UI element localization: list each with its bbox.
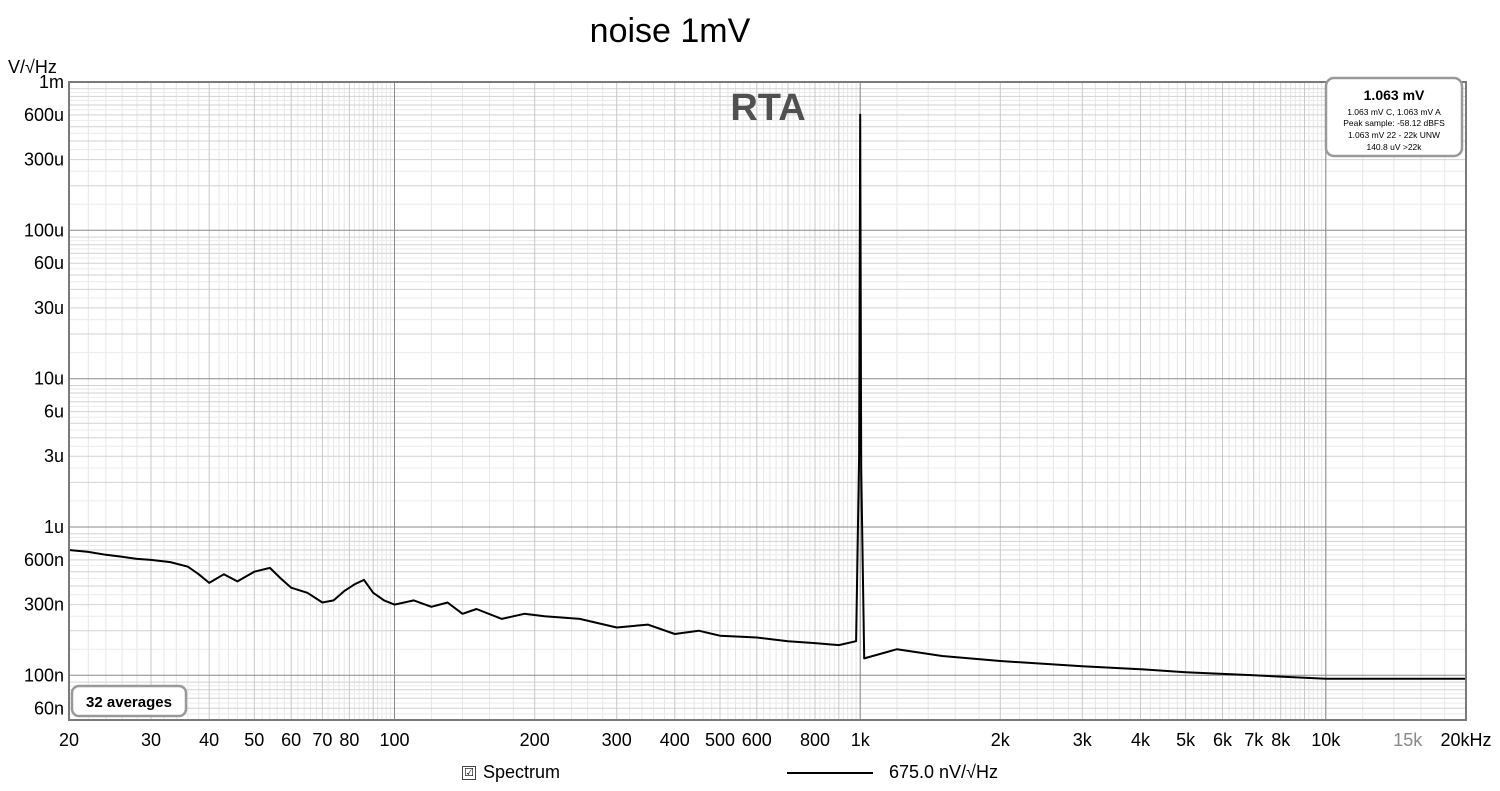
legend-spectrum[interactable]: ☑ Spectrum bbox=[462, 762, 560, 783]
x-tick-label: 4k bbox=[1131, 730, 1151, 750]
x-tick-label: 30 bbox=[141, 730, 161, 750]
y-axis-label: V/√Hz bbox=[8, 57, 57, 77]
y-tick-label: 1m bbox=[39, 72, 64, 92]
y-tick-label: 60n bbox=[34, 698, 64, 718]
info-box-line-4: 140.8 uV >22k bbox=[1366, 142, 1422, 152]
x-tick-label: 400 bbox=[660, 730, 690, 750]
y-tick-label: 10u bbox=[34, 369, 64, 389]
x-axis-ticks: 20 30 40 50 60 70 80 100 200 300 400 500 600 800 1k 2k 3… bbox=[59, 730, 1492, 750]
x-tick-label: 7k bbox=[1244, 730, 1264, 750]
x-tick-label: 60 bbox=[281, 730, 301, 750]
x-tick-label: 50 bbox=[244, 730, 264, 750]
y-axis-ticks: 1m 600u 300u 100u 60u 30u 10u 6u 3u 1u 600n 300n 100… bbox=[24, 72, 64, 718]
averages-badge: 32 averages bbox=[70, 684, 188, 718]
info-box: 1.063 mV 1.063 mV C, 1.063 mV A Peak sam… bbox=[1324, 76, 1464, 158]
legend-series-name: Spectrum bbox=[483, 762, 561, 782]
x-tick-label: 200 bbox=[520, 730, 550, 750]
y-tick-label: 600u bbox=[24, 105, 64, 125]
x-tick-label: 100 bbox=[379, 730, 409, 750]
series-layer bbox=[68, 113, 1466, 680]
x-tick-label: 10k bbox=[1311, 730, 1341, 750]
spectrum-checkbox[interactable]: ☑ bbox=[462, 765, 476, 780]
y-tick-label: 60u bbox=[34, 253, 64, 273]
x-tick-label: 2k bbox=[991, 730, 1011, 750]
x-tick-label: 300 bbox=[602, 730, 632, 750]
legend-value: 675.0 nV/√Hz bbox=[787, 762, 998, 783]
legend-value-label: 675.0 nV/√Hz bbox=[889, 762, 998, 782]
major-grid bbox=[68, 81, 1467, 720]
y-tick-label: 100n bbox=[24, 665, 64, 685]
averages-label: 32 averages bbox=[86, 694, 172, 711]
x-tick-label: 6k bbox=[1213, 730, 1233, 750]
y-tick-label: 600n bbox=[24, 550, 64, 570]
x-tick-label: 80 bbox=[339, 730, 359, 750]
info-box-line-3: 1.063 mV 22 - 22k UNW bbox=[1348, 130, 1440, 140]
x-tick-label: 8k bbox=[1271, 730, 1291, 750]
x-tick-label: 70 bbox=[312, 730, 332, 750]
x-tick-label: 600 bbox=[742, 730, 772, 750]
y-tick-label: 1u bbox=[44, 517, 64, 537]
x-tick-label: 500 bbox=[705, 730, 735, 750]
x-tick-label: 40 bbox=[199, 730, 219, 750]
info-box-headline: 1.063 mV bbox=[1364, 87, 1425, 103]
x-tick-label: 800 bbox=[800, 730, 830, 750]
chart-title: noise 1mV bbox=[589, 12, 751, 50]
x-tick-label: 5k bbox=[1176, 730, 1196, 750]
y-tick-label: 30u bbox=[34, 298, 64, 318]
x-tick-label: 20 bbox=[59, 730, 79, 750]
y-tick-label: 300n bbox=[24, 595, 64, 615]
x-tick-label: 20kHz bbox=[1440, 730, 1491, 750]
info-box-line-2: Peak sample: -58.12 dBFS bbox=[1343, 118, 1445, 128]
x-tick-label: 3k bbox=[1073, 730, 1093, 750]
y-tick-label: 6u bbox=[44, 402, 64, 422]
y-tick-label: 3u bbox=[44, 446, 64, 466]
spectrum-series-line bbox=[68, 113, 1466, 680]
y-tick-label: 300u bbox=[24, 150, 64, 170]
legend-line-swatch bbox=[787, 771, 873, 774]
x-tick-label: 1k bbox=[851, 730, 871, 750]
plot-frame bbox=[68, 81, 1467, 721]
y-tick-label: 100u bbox=[24, 220, 64, 240]
x-tick-label: 15k bbox=[1393, 730, 1423, 750]
info-box-line-1: 1.063 mV C, 1.063 mV A bbox=[1347, 107, 1441, 117]
rta-overlay-text: RTA bbox=[730, 87, 805, 129]
minor-grid bbox=[69, 82, 1466, 721]
